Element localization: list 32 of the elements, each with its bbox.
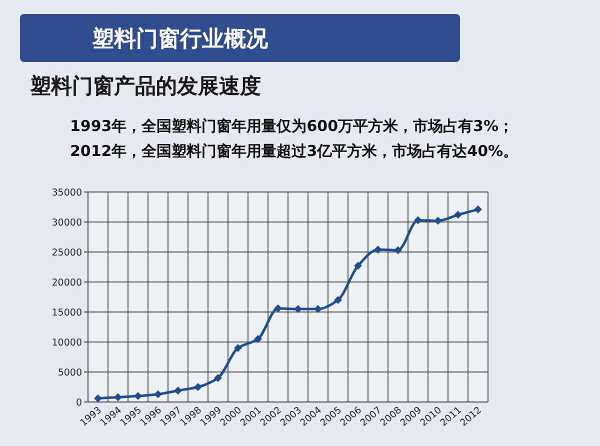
point — [94, 394, 102, 402]
y-tick-label: 10000 — [52, 338, 82, 348]
point — [334, 296, 342, 304]
point — [414, 216, 422, 224]
chart-title: 塑料门窗行业概况 — [91, 26, 269, 52]
point — [474, 205, 482, 214]
y-tick-label: 5000 — [58, 368, 82, 378]
y-tick-label: 35000 — [52, 188, 82, 198]
point — [274, 304, 282, 312]
point — [294, 305, 302, 313]
point — [454, 210, 462, 219]
point — [134, 392, 142, 400]
point — [434, 216, 442, 225]
point — [214, 374, 222, 382]
point — [314, 305, 322, 313]
point — [114, 393, 122, 402]
point — [254, 335, 262, 343]
text: 2012年，全国塑料门窗年用量超过3亿平方米，市场占有达40%。 — [70, 142, 518, 160]
y-tick-label: 30000 — [52, 218, 82, 228]
point — [174, 386, 182, 395]
chart-subtitle: 塑料门窗产品的发展速度 — [29, 74, 261, 98]
point — [354, 262, 362, 270]
text: 1993年，全国塑料门窗年用量仅为600万平方米，市场占有3%； — [70, 117, 514, 135]
y-tick-label: 0 — [76, 398, 82, 408]
y-tick-label: 25000 — [52, 248, 82, 258]
point — [394, 246, 402, 254]
point — [194, 383, 202, 391]
point — [374, 246, 382, 254]
y-tick-label: 20000 — [52, 278, 82, 288]
point — [234, 344, 242, 352]
point — [154, 390, 162, 398]
y-tick-label: 15000 — [52, 308, 82, 318]
